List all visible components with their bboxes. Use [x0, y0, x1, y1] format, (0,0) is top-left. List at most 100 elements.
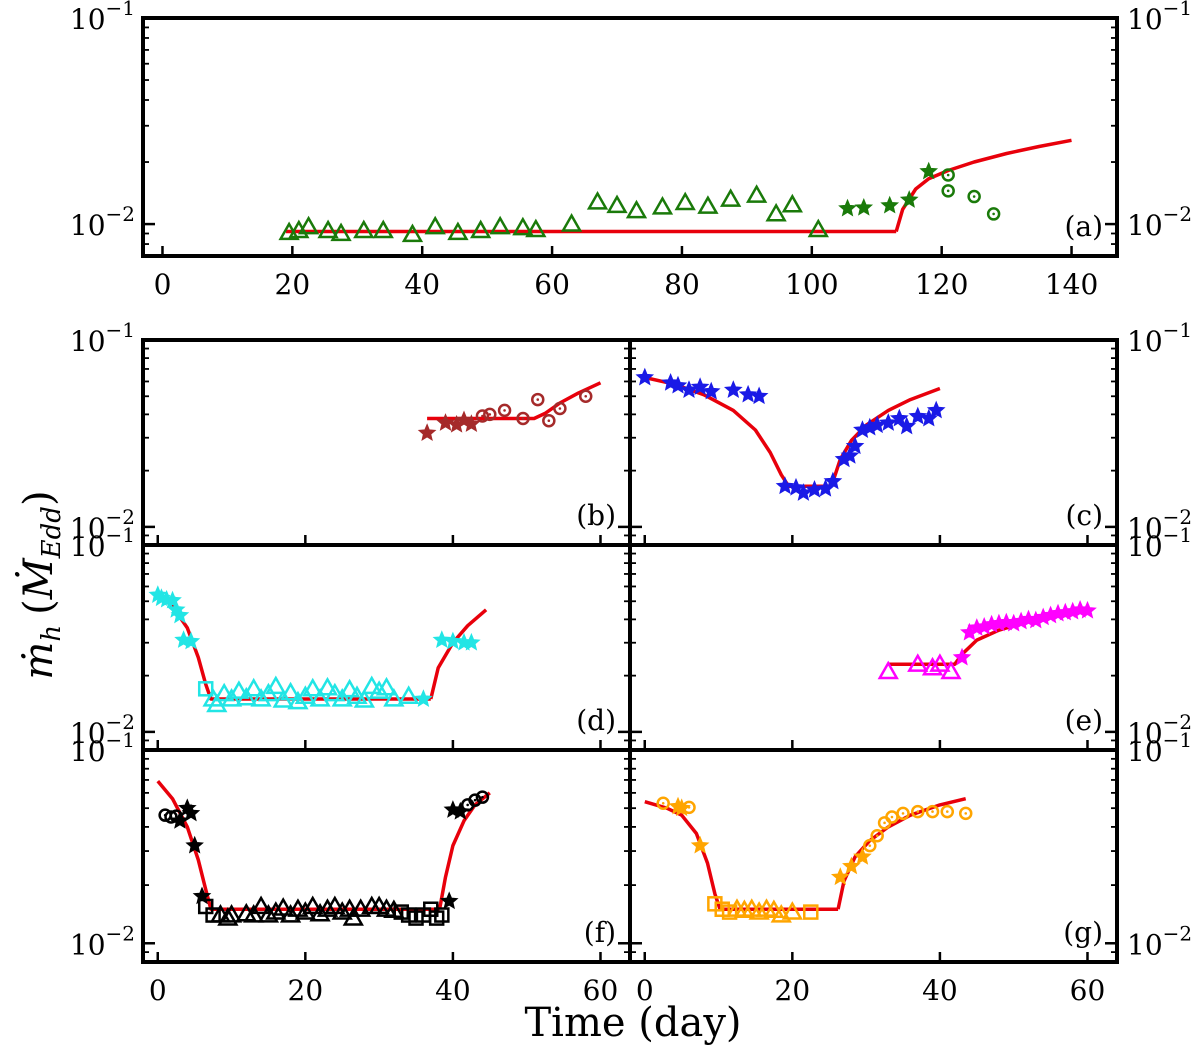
fit-curve-c-1: [829, 386, 941, 487]
fit-curve-f-1: [437, 791, 491, 910]
data-point: [606, 194, 628, 214]
y-tick-label-right: 10−2: [1127, 202, 1192, 242]
panel-c-label: (c): [1065, 499, 1103, 532]
y-tick-label-left: 10−1: [70, 728, 135, 768]
data-point: [578, 389, 593, 404]
x-tick-label: 60: [1070, 974, 1106, 1007]
x-tick-label: 0: [636, 974, 654, 1007]
ylabel-open: (: [16, 599, 62, 615]
x-tick-label: 120: [915, 268, 968, 301]
data-point: [250, 895, 272, 915]
y-tick-label-right: 10−1: [1127, 728, 1192, 768]
data-point: [462, 414, 481, 432]
data-point: [823, 471, 843, 490]
y-tick-label-left: 10−2: [70, 710, 135, 750]
data-point: [316, 676, 339, 696]
y-axis-label: ṁh (ṀEdd): [15, 490, 67, 679]
data-point: [294, 901, 316, 920]
panel-a-label: (a): [1064, 210, 1103, 243]
data-point: [450, 801, 470, 820]
data-point: [775, 476, 795, 495]
data-point: [553, 401, 567, 416]
data-point: [899, 190, 919, 208]
panel-d-frame: [141, 543, 632, 752]
data-point: [279, 681, 302, 701]
data-point: [682, 800, 696, 815]
data-point: [907, 653, 929, 672]
data-point: [697, 195, 719, 214]
y-tick-label-left: 10−1: [70, 0, 135, 36]
data-point: [512, 216, 534, 236]
x-tick-label: 60: [534, 268, 570, 301]
panel-f-label: (f): [584, 916, 616, 949]
data-point: [436, 413, 455, 431]
data-point: [542, 413, 556, 428]
data-point: [830, 867, 850, 886]
data-point: [842, 856, 861, 875]
data-point: [439, 891, 459, 910]
y-tick-label-left: 10−2: [70, 202, 135, 242]
data-point: [331, 687, 353, 707]
data-point: [414, 689, 433, 707]
x-tick-label: 100: [785, 268, 838, 301]
data-point: [877, 816, 892, 830]
y-tick-label-left: 10−2: [70, 505, 135, 545]
data-point: [940, 660, 962, 680]
data-point: [475, 409, 490, 423]
ylabel-sub-edd: Edd: [37, 506, 67, 559]
data-point: [287, 690, 309, 710]
data-point: [701, 381, 721, 400]
data-point: [748, 901, 770, 920]
data-point: [723, 380, 743, 398]
data-point: [383, 687, 405, 707]
panel-b-frame: [141, 338, 632, 547]
y-tick-label-right: 10−1: [1127, 523, 1192, 563]
y-tick-label-right: 10−2: [1127, 921, 1192, 961]
data-point: [206, 693, 228, 713]
panel-d-label: (d): [576, 704, 616, 737]
data-point: [878, 413, 898, 431]
ylabel-m: ṁ: [16, 642, 62, 680]
panel-e-frame: [628, 543, 1119, 752]
fit-curve-c-0: [644, 375, 832, 488]
ylabel-M: Ṁ: [15, 557, 62, 600]
data-point: [889, 408, 909, 427]
data-point: [417, 423, 437, 441]
data-point: [309, 902, 331, 922]
panel-a: 0 20 40 60 80 100 120 140 10−2 10−2 10−1 10−1 (a): [70, 0, 1192, 301]
data-point: [368, 680, 390, 699]
fit-curve-d-1: [429, 608, 488, 700]
data-point: [257, 904, 280, 923]
data-point: [265, 901, 287, 920]
data-point: [213, 682, 235, 702]
data-point: [309, 687, 331, 707]
data-point: [853, 846, 872, 865]
data-point: [719, 188, 742, 207]
data-point: [803, 904, 819, 920]
data-point: [863, 838, 877, 853]
data-point: [911, 804, 925, 819]
data-point: [235, 686, 257, 706]
data-point: [468, 793, 482, 807]
data-point: [967, 189, 981, 204]
y-tick-label-left: 10−1: [70, 523, 135, 563]
data-point: [483, 407, 497, 422]
data-point: [854, 197, 874, 216]
panel-c-frame: [628, 338, 1119, 547]
data-point: [401, 223, 424, 243]
data-point: [807, 218, 829, 238]
x-tick-label: 20: [275, 268, 311, 301]
x-tick-label: 40: [404, 268, 440, 301]
data-point: [342, 907, 364, 926]
data-point: [516, 411, 530, 426]
data-point: [1078, 600, 1097, 619]
data-point: [929, 653, 951, 672]
x-tick-label: 20: [775, 974, 811, 1007]
x-tick-label: 140: [1045, 268, 1098, 301]
data-point: [443, 631, 463, 650]
x-tick-label: 0: [154, 268, 172, 301]
data-point: [838, 198, 857, 217]
data-point: [586, 190, 609, 210]
data-point: [926, 400, 946, 419]
data-point: [651, 195, 674, 215]
